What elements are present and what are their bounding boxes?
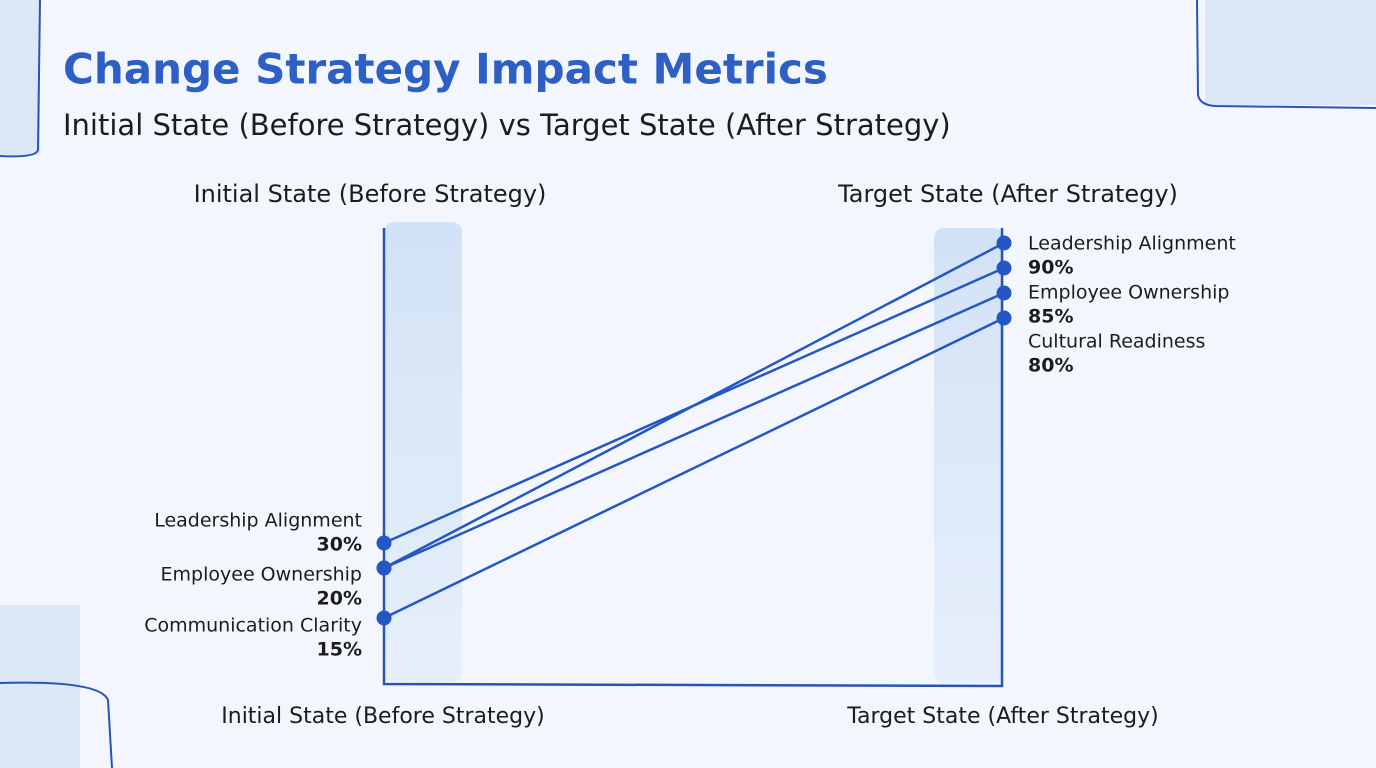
right-label-value: 90% (1028, 257, 1073, 279)
slope-line (383, 266, 1005, 545)
point (376, 560, 392, 576)
right-label-name: Employee Ownership (1028, 282, 1229, 304)
point (996, 260, 1012, 276)
right-label-value: 85% (1028, 306, 1073, 328)
left-label-value: 15% (317, 639, 362, 661)
point (996, 310, 1012, 326)
column-header: Initial State (Before Strategy) (194, 180, 547, 208)
left-label-name: Leadership Alignment (154, 510, 362, 532)
right-label-name: Cultural Readiness (1028, 331, 1205, 353)
slope-line (383, 316, 1005, 620)
right-label-name: Leadership Alignment (1028, 233, 1236, 255)
x-axis-label: Target State (After Strategy) (846, 704, 1159, 729)
point (376, 610, 392, 626)
left-label-value: 30% (317, 534, 362, 556)
point (996, 285, 1012, 301)
chart-subtitle: Initial State (Before Strategy) vs Targe… (63, 108, 951, 142)
left-label-name: Employee Ownership (161, 564, 362, 586)
point (996, 235, 1012, 251)
point (376, 535, 392, 551)
right-label-value: 80% (1028, 355, 1073, 377)
left-label-name: Communication Clarity (144, 615, 362, 637)
chart-title: Change Strategy Impact Metrics (63, 45, 828, 94)
x-axis-label: Initial State (Before Strategy) (221, 704, 544, 729)
slope-line (383, 291, 1005, 570)
column-header: Target State (After Strategy) (837, 180, 1178, 208)
left-label-value: 20% (317, 588, 362, 610)
